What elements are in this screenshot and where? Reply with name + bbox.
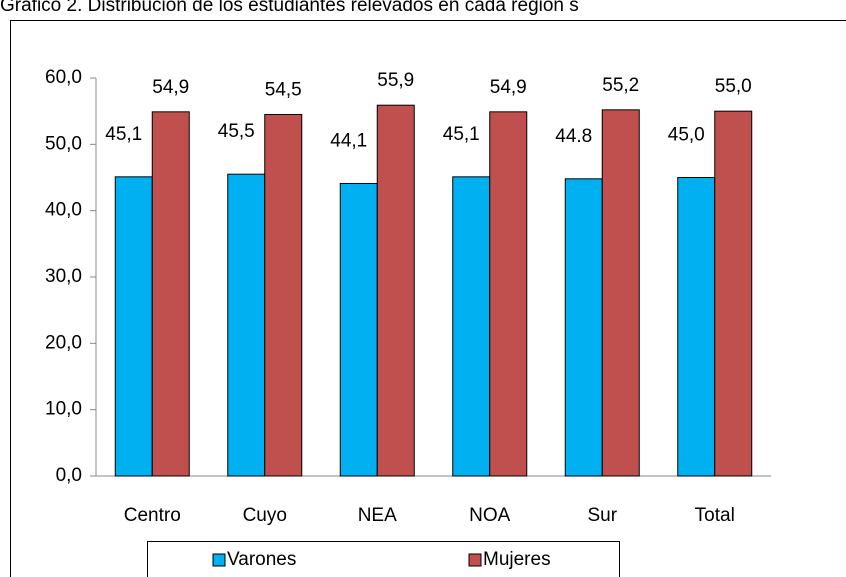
legend-swatch [212,553,226,567]
value-label: 44.8 [555,126,592,147]
legend-label: Mujeres [483,549,551,570]
chart-title: Gráfico 2. Distribución de los estudiant… [0,0,579,16]
bar [227,173,266,477]
value-label: 54,9 [152,77,189,98]
value-label: 55,0 [715,76,752,97]
bar [452,176,491,477]
x-tick-label: Sur [587,505,617,526]
y-tick-label: 30,0 [45,266,82,287]
bar [489,111,528,477]
legend-box [147,541,620,577]
y-tick-label: 0,0 [56,465,82,486]
x-tick-label: Total [695,505,735,526]
x-tick-label: NEA [358,505,397,526]
value-label: 45,1 [105,124,142,145]
value-label: 45,5 [218,121,255,142]
bar [114,176,153,477]
bar [564,178,603,477]
x-tick-label: Centro [124,505,181,526]
legend-label: Varones [227,549,296,570]
value-label: 55,9 [377,70,414,91]
value-label: 45,0 [668,125,705,146]
value-label: 54,5 [265,79,302,100]
value-label: 45,1 [443,124,480,145]
y-tick-label: 20,0 [45,332,82,353]
bar [601,109,640,477]
y-tick-label: 60,0 [45,67,82,88]
value-label: 54,9 [490,77,527,98]
y-tick-label: 10,0 [45,399,82,420]
x-tick-label: Cuyo [243,505,287,526]
bar [376,104,415,477]
x-tick-label: NOA [469,505,511,526]
value-label: 55,2 [602,75,639,96]
bar [714,110,753,477]
bar [264,113,303,477]
y-tick-label: 40,0 [45,200,82,221]
legend-swatch [468,553,482,567]
bar [339,182,378,477]
bar [151,111,190,477]
value-label: 44,1 [330,130,367,151]
bar [677,177,716,477]
y-tick-label: 50,0 [45,133,82,154]
